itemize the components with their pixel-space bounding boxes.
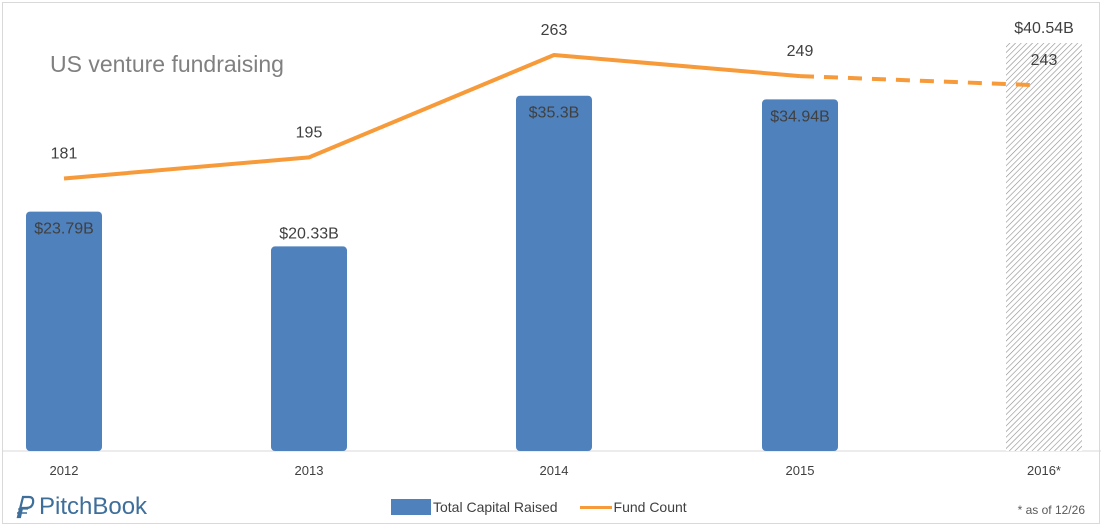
line-label-2014: 263	[541, 22, 568, 39]
fund-count-line-projected	[799, 74, 1035, 88]
pitchbook-logo-icon	[15, 495, 35, 519]
chart-title: US venture fundraising	[50, 51, 284, 77]
legend-swatch-total-capital	[391, 499, 431, 515]
bar-label-2012: $23.79B	[34, 221, 94, 238]
legend-label-total-capital: Total Capital Raised	[433, 499, 558, 515]
bar-2015	[762, 99, 838, 451]
bar-label-2013: $20.33B	[279, 225, 339, 242]
bar-2014	[516, 95, 592, 452]
chart-svg: $23.79B $20.33B $35.3B $34.94B $40.54B 181 195…	[3, 20, 1101, 478]
pitchbook-logo-text: PitchBook	[39, 493, 148, 520]
line-label-2015: 249	[787, 43, 814, 60]
x-tick-label-2015: 2015	[786, 463, 815, 478]
x-tick-label-2013: 2013	[295, 463, 324, 478]
legend-label-fund-count: Fund Count	[613, 499, 687, 515]
legend-swatch-fund-count	[579, 505, 612, 509]
fund-count-line	[63, 53, 801, 181]
bar-label-2016: $40.54B	[1014, 20, 1074, 37]
bar-2016	[1006, 43, 1082, 451]
bar-label-2015: $34.94B	[770, 108, 830, 125]
x-tick-label-2012: 2012	[50, 463, 79, 478]
bar-2012	[26, 211, 102, 451]
footnote: * as of 12/26	[1017, 503, 1085, 517]
x-tick-label-2016: 2016*	[1027, 463, 1061, 478]
pitchbook-logo: PitchBook	[15, 493, 147, 521]
x-tick-label-2014: 2014	[540, 463, 569, 478]
line-label-2016: 243	[1031, 52, 1058, 69]
chart-legend: Total Capital Raised Fund Count	[391, 499, 687, 515]
line-label-2012: 181	[51, 145, 78, 162]
bar-label-2014: $35.3B	[529, 105, 580, 122]
bar-2013	[271, 246, 347, 451]
line-label-2013: 195	[296, 124, 323, 141]
